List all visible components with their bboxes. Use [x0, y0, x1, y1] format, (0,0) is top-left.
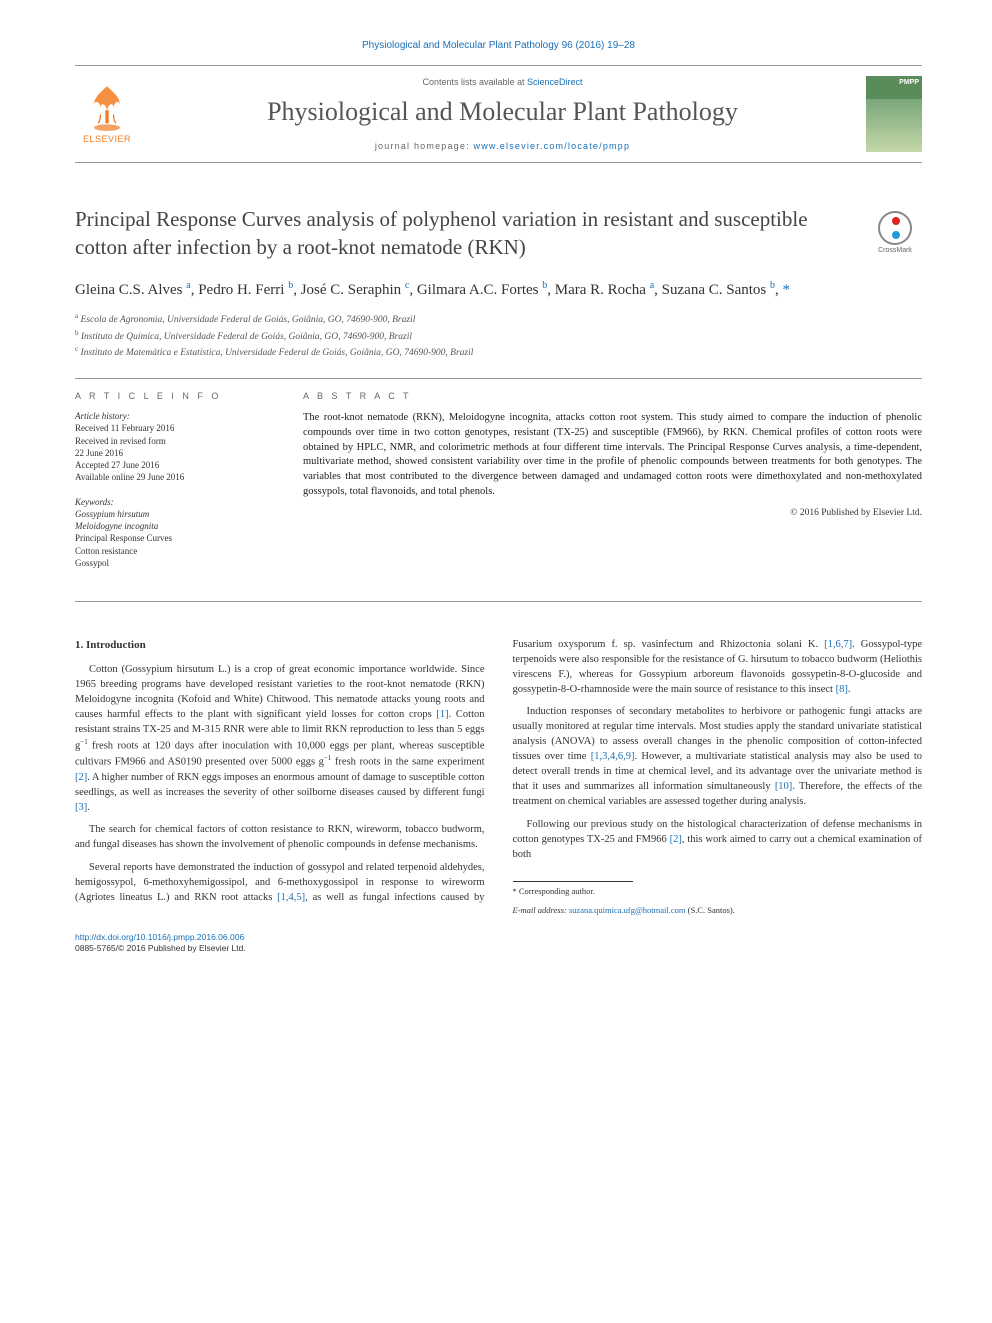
keyword: Gossypol	[75, 557, 275, 569]
citation-ref[interactable]: [1,4,5]	[277, 892, 305, 903]
history-line: Available online 29 June 2016	[75, 471, 275, 483]
footnote-divider	[513, 881, 633, 882]
keyword: Principal Response Curves	[75, 532, 275, 544]
article-info-column: A R T I C L E I N F O Article history: R…	[75, 391, 275, 582]
section-1-heading: 1. Introduction	[75, 638, 485, 654]
history-line: 22 June 2016	[75, 447, 275, 459]
journal-reference: Physiological and Molecular Plant Pathol…	[75, 40, 922, 51]
email-link[interactable]: suzana.quimica.ufg@hotmail.com	[569, 905, 686, 915]
keyword: Meloidogyne incognita	[75, 520, 275, 532]
body-paragraph: The search for chemical factors of cotto…	[75, 823, 485, 853]
elsevier-logo: ELSEVIER	[75, 78, 139, 150]
email-label: E-mail address:	[513, 905, 567, 915]
citation-ref[interactable]: [1,3,4,6,9]	[591, 751, 635, 762]
affiliation: a Escola de Agronomia, Universidade Fede…	[75, 311, 922, 327]
keywords-heading: Keywords:	[75, 497, 275, 507]
abstract-heading: A B S T R A C T	[303, 391, 922, 401]
doi-link[interactable]: http://dx.doi.org/10.1016/j.pmpp.2016.06…	[75, 932, 244, 942]
homepage-line: journal homepage: www.elsevier.com/locat…	[153, 141, 852, 151]
affiliations-list: a Escola de Agronomia, Universidade Fede…	[75, 311, 922, 360]
crossmark-label: CrossMark	[878, 247, 912, 254]
citation-ref[interactable]: [2]	[670, 834, 682, 845]
affiliation: b Instituto de Química, Universidade Fed…	[75, 328, 922, 344]
history-line: Received 11 February 2016	[75, 422, 275, 434]
sciencedirect-link[interactable]: ScienceDirect	[527, 77, 583, 87]
crossmark-icon	[878, 211, 912, 245]
email-person: (S.C. Santos).	[688, 905, 735, 915]
citation-ref[interactable]: [10]	[775, 781, 793, 792]
keyword: Gossypium hirsutum	[75, 508, 275, 520]
article-history-block: Article history: Received 11 February 20…	[75, 411, 275, 483]
article-info-heading: A R T I C L E I N F O	[75, 391, 275, 401]
body-paragraph: Following our previous study on the hist…	[513, 818, 923, 863]
elsevier-wordmark: ELSEVIER	[83, 134, 131, 144]
history-heading: Article history:	[75, 411, 275, 421]
homepage-link[interactable]: www.elsevier.com/locate/pmpp	[474, 141, 631, 151]
journal-title: Physiological and Molecular Plant Pathol…	[153, 97, 852, 127]
contents-prefix: Contents lists available at	[422, 77, 527, 87]
email-footnote: E-mail address: suzana.quimica.ufg@hotma…	[513, 905, 923, 916]
author: Gleina C.S. Alves a	[75, 282, 191, 298]
corresponding-author-note: * Corresponding author.	[513, 886, 923, 897]
author: Pedro H. Ferri b	[198, 282, 293, 298]
author: Gilmara A.C. Fortes b	[417, 282, 547, 298]
author: Suzana C. Santos b, *	[662, 282, 790, 298]
authors-list: Gleina C.S. Alves a, Pedro H. Ferri b, J…	[75, 278, 922, 302]
page-footer: http://dx.doi.org/10.1016/j.pmpp.2016.06…	[75, 932, 922, 955]
journal-cover-thumb	[866, 76, 922, 152]
issn-copyright: 0885-5765/© 2016 Published by Elsevier L…	[75, 943, 246, 953]
body-columns: 1. Introduction Cotton (Gossypium hirsut…	[75, 638, 922, 916]
contents-lists-line: Contents lists available at ScienceDirec…	[153, 77, 852, 87]
citation-ref[interactable]: [2]	[75, 772, 87, 783]
history-line: Accepted 27 June 2016	[75, 459, 275, 471]
keyword: Cotton resistance	[75, 545, 275, 557]
copyright-line: © 2016 Published by Elsevier Ltd.	[303, 508, 922, 518]
citation-ref[interactable]: [1]	[436, 709, 448, 720]
elsevier-tree-icon	[84, 84, 130, 132]
citation-ref[interactable]: [1,6,7]	[824, 639, 852, 650]
body-paragraph: Cotton (Gossypium hirsutum L.) is a crop…	[75, 663, 485, 815]
divider-top	[75, 378, 922, 379]
author: Mara R. Rocha a	[555, 282, 654, 298]
crossmark-badge[interactable]: CrossMark	[868, 205, 922, 259]
article-title: Principal Response Curves analysis of po…	[75, 205, 852, 262]
history-line: Received in revised form	[75, 435, 275, 447]
divider-bottom	[75, 601, 922, 602]
abstract-text: The root-knot nematode (RKN), Meloidogyn…	[303, 411, 922, 499]
citation-ref[interactable]: [8]	[836, 684, 848, 695]
abstract-column: A B S T R A C T The root-knot nematode (…	[303, 391, 922, 582]
affiliation: c Instituto de Matemática e Estatística,…	[75, 344, 922, 360]
homepage-prefix: journal homepage:	[375, 141, 474, 151]
masthead-center: Contents lists available at ScienceDirec…	[153, 77, 852, 151]
body-paragraph: Induction responses of secondary metabol…	[513, 705, 923, 809]
citation-ref[interactable]: [3]	[75, 802, 87, 813]
author: José C. Seraphin c	[301, 282, 410, 298]
masthead: ELSEVIER Contents lists available at Sci…	[75, 65, 922, 163]
keywords-block: Keywords: Gossypium hirsutumMeloidogyne …	[75, 497, 275, 569]
